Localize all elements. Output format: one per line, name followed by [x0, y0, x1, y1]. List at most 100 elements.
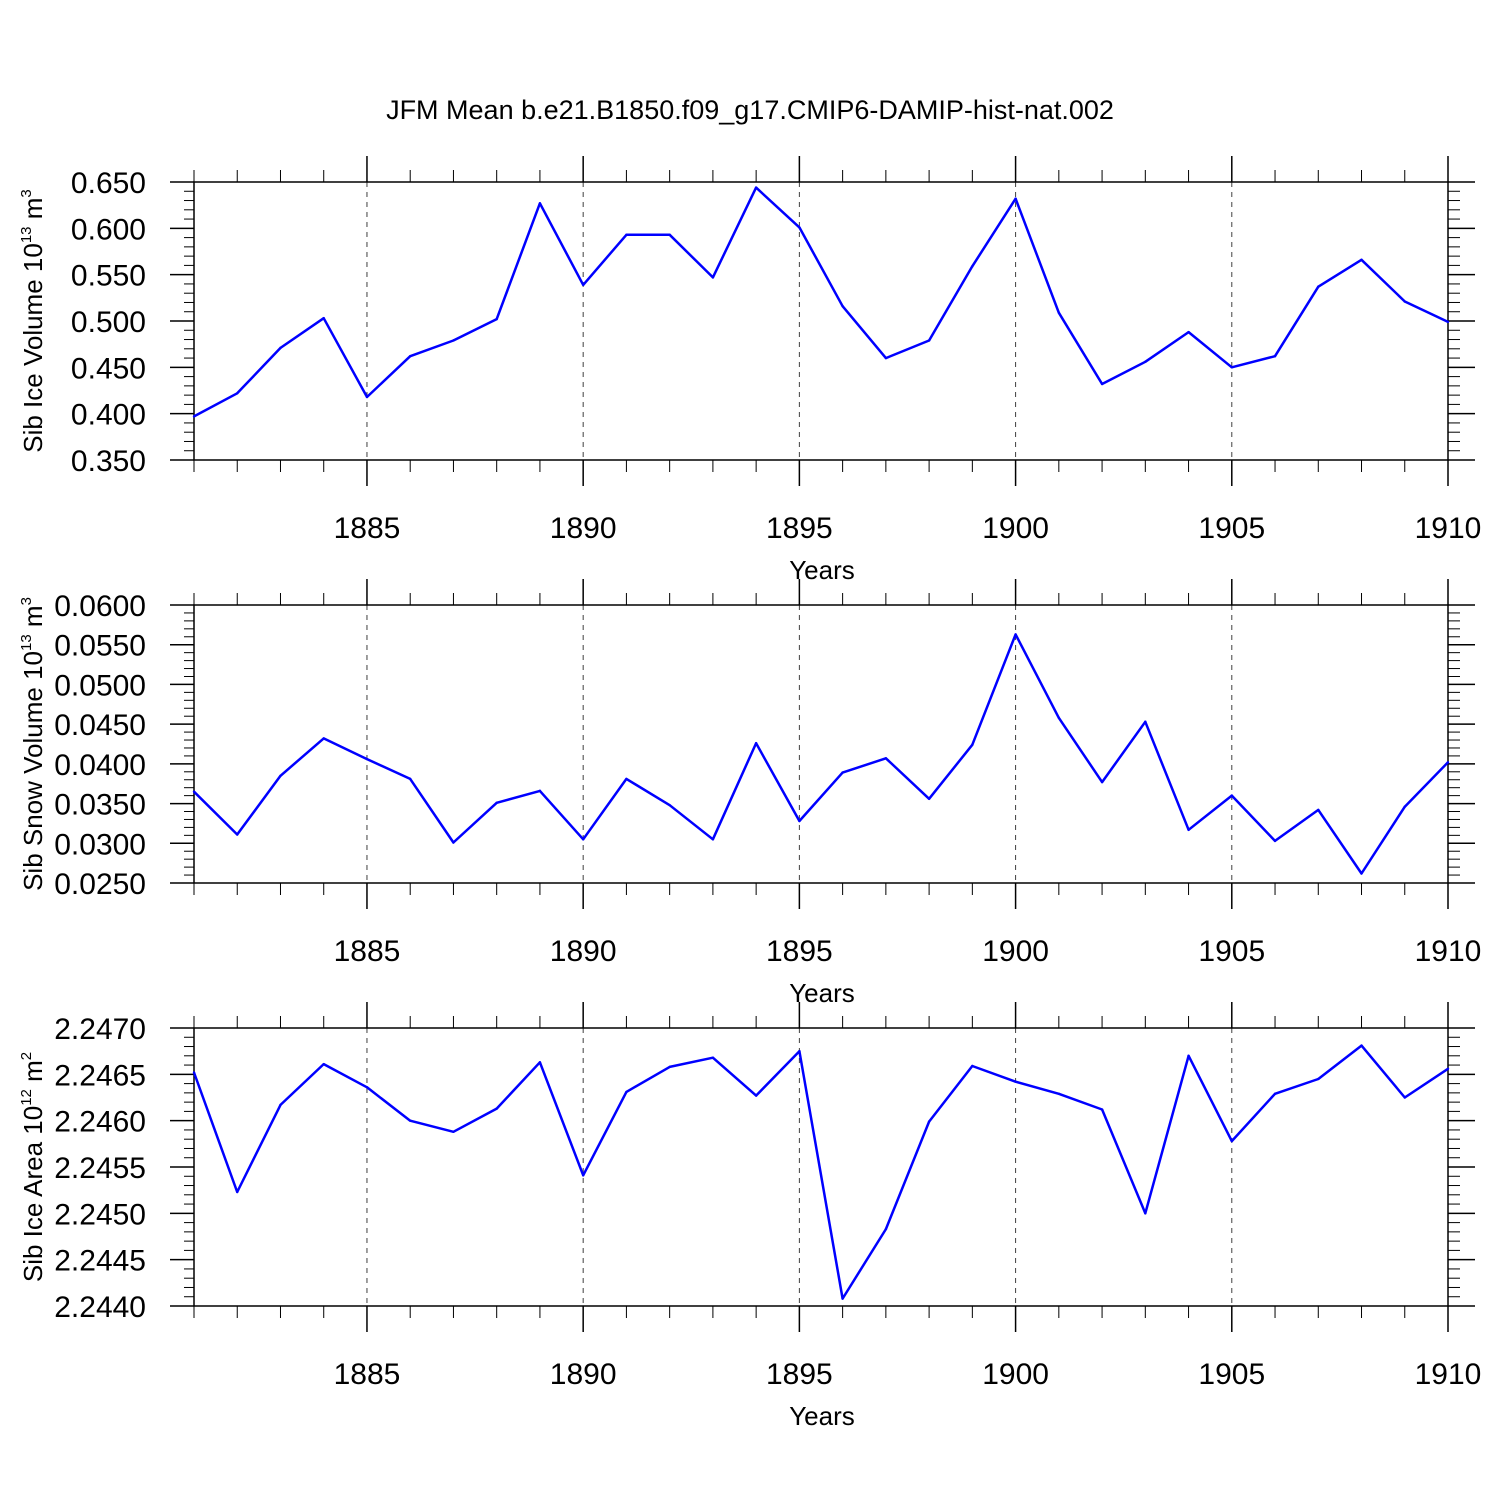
x-tick-label: 1910 — [1415, 512, 1482, 545]
y-tick-label: 0.0500 — [54, 669, 146, 702]
data-point — [1230, 794, 1233, 797]
data-point — [452, 1130, 455, 1133]
y-tick-label: 2.2470 — [54, 1013, 146, 1046]
data-point — [625, 777, 628, 781]
data-point — [1273, 355, 1277, 358]
data-point — [1057, 1092, 1061, 1095]
data-point — [192, 415, 196, 418]
data-point — [971, 1064, 974, 1068]
data-point — [452, 339, 455, 342]
data-point — [1187, 330, 1190, 334]
data-point — [279, 1103, 282, 1107]
data-point — [322, 1062, 325, 1066]
data-point — [841, 1297, 844, 1300]
data-point — [1014, 197, 1017, 200]
data-point — [1057, 311, 1061, 314]
series-line — [193, 633, 1449, 875]
data-point — [927, 339, 931, 342]
data-point — [365, 1086, 369, 1089]
data-point — [409, 1119, 412, 1122]
data-point — [1230, 366, 1233, 369]
data-point — [625, 233, 628, 237]
y-tick-label: 0.650 — [71, 167, 146, 200]
x-axis-label: Years — [789, 978, 855, 1008]
data-point — [1317, 1077, 1320, 1081]
y-tick-label: 0.500 — [71, 306, 146, 339]
data-point — [754, 1094, 758, 1097]
data-point — [538, 1061, 542, 1064]
y-tick-label: 0.450 — [71, 352, 146, 385]
chart-title: JFM Mean b.e21.B1850.f09_g17.CMIP6-DAMIP… — [386, 95, 1114, 125]
data-point — [668, 803, 671, 807]
x-axis-label: Years — [789, 555, 855, 585]
data-point — [279, 346, 282, 350]
data-point — [1273, 839, 1277, 843]
data-point — [495, 1107, 498, 1110]
series-line — [192, 1044, 1449, 1300]
data-point — [1360, 872, 1363, 875]
y-tick-label: 2.2440 — [54, 1291, 146, 1324]
data-point — [625, 1090, 628, 1094]
data-point — [1273, 1092, 1277, 1095]
data-point — [798, 819, 801, 823]
x-tick-label: 1895 — [766, 1358, 833, 1391]
data-point — [452, 841, 455, 844]
data-point — [1446, 320, 1450, 324]
data-point — [1230, 1139, 1233, 1143]
data-point — [884, 757, 888, 760]
data-point — [884, 356, 888, 360]
data-point — [1403, 805, 1406, 808]
data-point — [841, 304, 844, 308]
data-point — [754, 742, 758, 745]
data-point — [236, 392, 239, 395]
data-point — [581, 283, 585, 287]
y-axis-label: Sib Ice Area 1012 m2 — [18, 1052, 48, 1282]
x-tick-label: 1895 — [766, 935, 833, 968]
data-point — [1317, 808, 1320, 812]
y-tick-label: 0.600 — [71, 213, 146, 246]
series-line — [193, 186, 1449, 418]
y-tick-label: 2.2445 — [54, 1245, 146, 1278]
data-point — [1403, 1096, 1406, 1099]
data-point — [754, 186, 758, 189]
data-point — [798, 1049, 801, 1053]
plot-frame — [193, 1027, 1449, 1307]
x-tick-label: 1905 — [1198, 935, 1265, 968]
y-tick-label: 2.2465 — [54, 1059, 146, 1092]
x-tick-label: 1905 — [1198, 512, 1265, 545]
y-tick-label: 0.550 — [71, 260, 146, 293]
data-point — [538, 202, 542, 205]
x-tick-label: 1885 — [334, 1358, 401, 1391]
y-tick-label: 2.2455 — [54, 1152, 146, 1185]
y-axis-label: Sib Snow Volume 1013 m3 — [18, 597, 48, 891]
x-tick-label: 1900 — [982, 512, 1049, 545]
data-point — [1446, 761, 1450, 764]
data-point — [581, 1174, 585, 1177]
data-point — [365, 757, 369, 761]
x-tick-label: 1890 — [550, 935, 617, 968]
data-point — [1446, 1067, 1450, 1070]
plot-frame — [193, 604, 1449, 884]
y-tick-label: 0.0400 — [54, 749, 146, 782]
data-point — [971, 743, 974, 746]
data-point — [409, 777, 412, 781]
data-point — [1100, 780, 1104, 784]
x-tick-label: 1890 — [550, 1358, 617, 1391]
data-point — [884, 1227, 888, 1231]
data-point — [711, 838, 715, 841]
data-point — [495, 801, 498, 804]
data-point — [409, 355, 412, 358]
chart-panel-1: 0.350 0.400 0.450 0.500 0.550 0.600 0.650 1885 1… — [18, 156, 1481, 585]
data-point — [1144, 720, 1147, 723]
data-point — [668, 233, 671, 237]
data-point — [1317, 285, 1320, 288]
data-point — [495, 317, 498, 321]
data-point — [1014, 1080, 1017, 1083]
y-tick-label: 2.2460 — [54, 1106, 146, 1139]
x-axis-label: Years — [789, 1401, 855, 1431]
y-tick-label: 0.0300 — [54, 828, 146, 861]
panels: 0.350 0.400 0.450 0.500 0.550 0.600 0.650 1885 1… — [18, 156, 1481, 1431]
data-point — [322, 737, 325, 740]
data-point — [192, 1071, 196, 1074]
